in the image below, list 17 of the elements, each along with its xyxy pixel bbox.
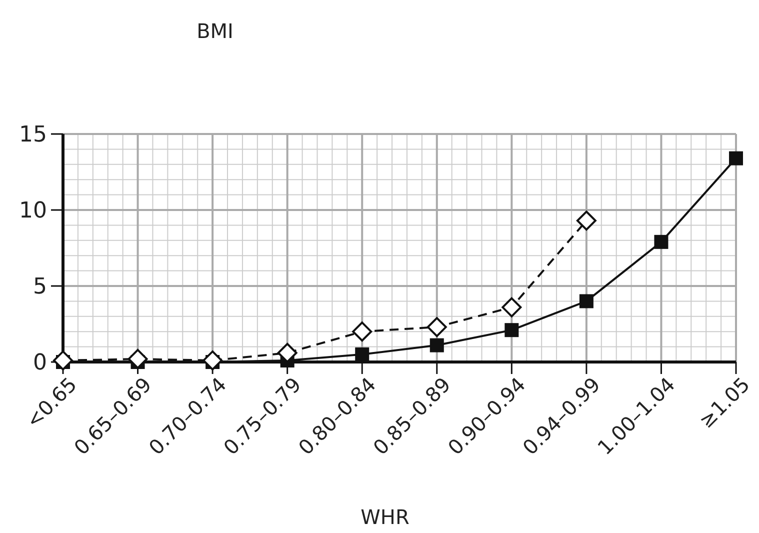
y-tick-label: 10 (19, 198, 47, 224)
x-axis-title: WHR (360, 505, 410, 529)
y-tick-label: 0 (33, 350, 47, 376)
point (654, 234, 668, 249)
point (504, 323, 519, 338)
y-tick-label: 5 (33, 274, 47, 300)
point (426, 317, 447, 338)
point (576, 210, 596, 231)
point (202, 350, 223, 370)
point (502, 297, 522, 318)
point (352, 322, 372, 342)
point (729, 151, 743, 166)
point (430, 338, 444, 352)
y-axis-title: BMI (196, 19, 234, 43)
point (355, 347, 370, 362)
y-tick-label: 15 (19, 122, 47, 148)
point (579, 294, 594, 308)
